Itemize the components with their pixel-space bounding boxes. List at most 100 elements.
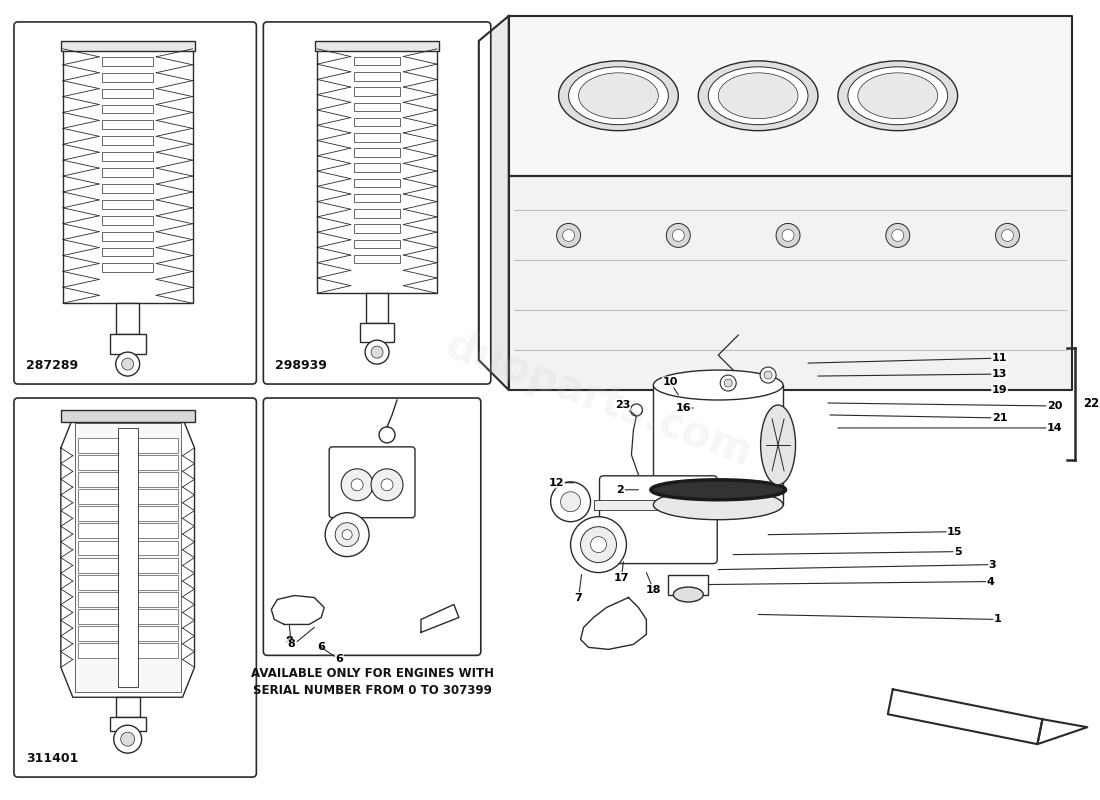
Bar: [110, 334, 146, 354]
Circle shape: [381, 479, 393, 490]
Text: 6: 6: [317, 642, 326, 652]
Circle shape: [342, 530, 352, 540]
FancyBboxPatch shape: [329, 447, 415, 518]
Bar: [78, 558, 177, 573]
Bar: [354, 255, 400, 263]
Circle shape: [351, 479, 363, 490]
Circle shape: [371, 469, 403, 501]
Bar: [354, 194, 400, 202]
Text: 1: 1: [993, 614, 1001, 625]
Ellipse shape: [698, 61, 818, 130]
Ellipse shape: [848, 67, 948, 125]
Polygon shape: [272, 595, 324, 625]
Text: 19: 19: [992, 385, 1008, 395]
Bar: [78, 472, 177, 487]
Text: 17: 17: [614, 573, 629, 582]
Bar: [354, 133, 400, 142]
Ellipse shape: [653, 370, 783, 400]
Text: 22: 22: [1084, 398, 1100, 410]
Bar: [316, 41, 439, 51]
Bar: [354, 239, 400, 248]
Text: 7: 7: [574, 593, 582, 602]
Polygon shape: [888, 690, 1043, 744]
Bar: [78, 609, 177, 624]
Text: 5: 5: [954, 546, 961, 557]
Text: 13: 13: [992, 369, 1008, 379]
Bar: [78, 541, 177, 555]
Circle shape: [782, 230, 794, 242]
Ellipse shape: [760, 405, 795, 485]
Text: 287289: 287289: [26, 359, 78, 372]
Bar: [102, 89, 153, 98]
Circle shape: [724, 379, 733, 387]
Circle shape: [886, 223, 910, 247]
Polygon shape: [421, 605, 459, 633]
Bar: [78, 455, 177, 470]
Circle shape: [371, 346, 383, 358]
Circle shape: [557, 223, 581, 247]
Text: 18: 18: [646, 585, 661, 594]
Bar: [102, 57, 153, 66]
Bar: [110, 718, 145, 731]
Circle shape: [591, 537, 606, 553]
Circle shape: [336, 522, 359, 546]
Circle shape: [562, 230, 574, 242]
Circle shape: [365, 340, 389, 364]
Text: 298939: 298939: [275, 359, 327, 372]
Bar: [669, 574, 708, 594]
FancyBboxPatch shape: [14, 22, 256, 384]
Bar: [354, 178, 400, 187]
Bar: [354, 163, 400, 172]
Circle shape: [116, 352, 140, 376]
Bar: [116, 303, 140, 334]
Polygon shape: [478, 16, 508, 390]
Circle shape: [1001, 230, 1013, 242]
FancyBboxPatch shape: [14, 398, 256, 777]
Circle shape: [667, 223, 691, 247]
Text: 4: 4: [987, 577, 994, 586]
Circle shape: [760, 367, 777, 383]
Bar: [78, 523, 177, 538]
Circle shape: [571, 517, 626, 573]
Bar: [78, 626, 177, 641]
Circle shape: [326, 513, 370, 557]
Bar: [354, 102, 400, 111]
Bar: [366, 294, 388, 322]
Polygon shape: [60, 418, 195, 698]
Bar: [102, 73, 153, 82]
Bar: [60, 41, 195, 51]
Polygon shape: [1037, 719, 1087, 744]
Text: 11: 11: [992, 353, 1008, 363]
Text: 21: 21: [992, 413, 1008, 423]
Bar: [354, 148, 400, 157]
Bar: [78, 592, 177, 606]
Bar: [594, 500, 723, 510]
Ellipse shape: [569, 67, 669, 125]
Text: SERIAL NUMBER FROM 0 TO 307399: SERIAL NUMBER FROM 0 TO 307399: [253, 684, 492, 698]
Bar: [116, 698, 140, 718]
Circle shape: [561, 492, 581, 512]
Bar: [354, 57, 400, 66]
Text: 3: 3: [989, 559, 997, 570]
Text: 8: 8: [287, 639, 295, 650]
Circle shape: [764, 371, 772, 379]
Ellipse shape: [708, 67, 808, 125]
Bar: [102, 200, 153, 209]
Ellipse shape: [653, 490, 783, 520]
FancyBboxPatch shape: [263, 22, 491, 384]
Bar: [78, 438, 177, 453]
Bar: [78, 506, 177, 522]
FancyBboxPatch shape: [600, 476, 717, 563]
Text: 23: 23: [615, 400, 630, 410]
Bar: [102, 136, 153, 146]
Circle shape: [672, 230, 684, 242]
Bar: [102, 247, 153, 257]
Bar: [102, 232, 153, 241]
Text: duoparts.com: duoparts.com: [439, 325, 758, 475]
Circle shape: [581, 526, 616, 562]
Bar: [102, 152, 153, 161]
Text: 8: 8: [285, 637, 294, 646]
Circle shape: [720, 375, 736, 391]
Text: 15: 15: [947, 526, 962, 537]
Polygon shape: [508, 16, 1072, 175]
